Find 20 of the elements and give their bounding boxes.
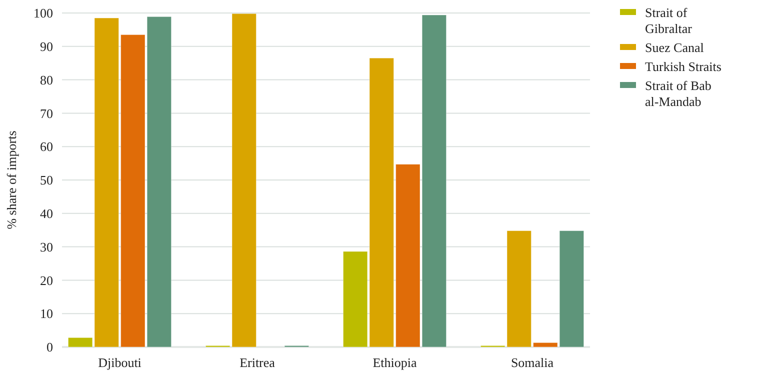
y-tick-label: 50 — [40, 172, 53, 188]
x-tick-label: Somalia — [510, 355, 554, 370]
legend-label: Strait of Gibraltar — [645, 5, 693, 36]
y-tick-label: 40 — [40, 206, 53, 221]
legend-label: Strait of Bab al-Mandab — [645, 78, 712, 109]
legend-label: Suez Canal — [645, 40, 704, 55]
y-axis-title: % share of imports — [4, 130, 19, 230]
y-tick-label: 20 — [40, 272, 53, 288]
y-tick-label: 30 — [40, 239, 53, 254]
x-tick-label: Eritrea — [240, 355, 276, 370]
y-tick-label: 10 — [40, 306, 53, 322]
y-tick-label: 0 — [46, 340, 53, 355]
x-tick-label: Djibouti — [98, 355, 142, 370]
y-tick-label: 80 — [40, 72, 53, 88]
y-tick-label: 70 — [40, 106, 53, 121]
x-tick-label: Ethiopia — [372, 355, 418, 370]
y-tick-label: 90 — [40, 38, 53, 54]
y-tick-label: 60 — [40, 139, 53, 154]
legend-label: Turkish Straits — [645, 59, 722, 74]
y-tick-label: 100 — [34, 6, 53, 21]
